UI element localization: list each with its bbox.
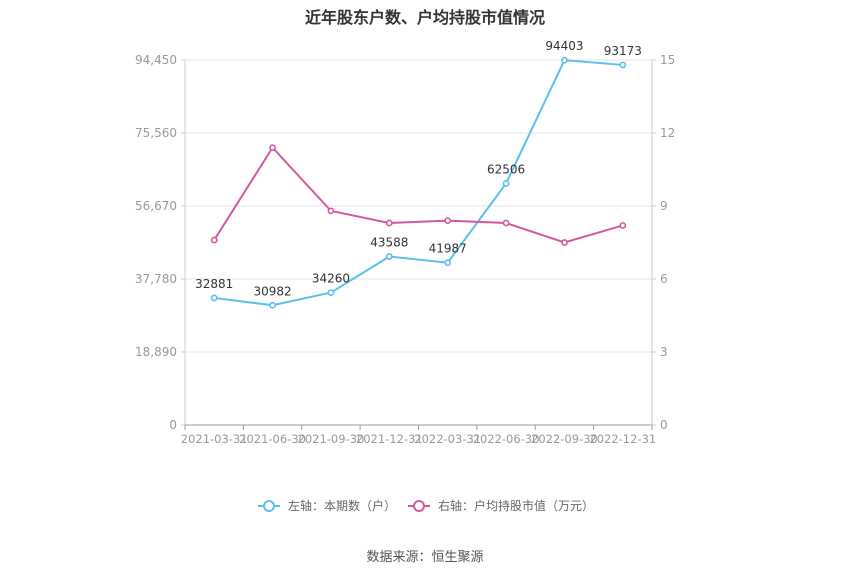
data-point bbox=[502, 180, 510, 187]
x-axis-tick-label: 2022-12-31 bbox=[589, 432, 656, 446]
data-point bbox=[561, 56, 568, 64]
right-axis-tick-label: 12 bbox=[660, 126, 675, 140]
right-axis-tick-label: 9 bbox=[660, 199, 668, 213]
data-point bbox=[210, 294, 218, 302]
x-axis-tick-label: 2021-12-31 bbox=[356, 432, 423, 446]
left-axis-tick-label: 75,560 bbox=[135, 126, 177, 140]
right-axis-tick-label: 3 bbox=[660, 345, 668, 359]
data-point bbox=[385, 219, 393, 227]
data-point bbox=[561, 239, 568, 246]
data-point bbox=[210, 236, 218, 244]
data-point bbox=[327, 289, 335, 297]
data-label: 30982 bbox=[253, 284, 291, 298]
data-point bbox=[444, 217, 452, 224]
series-layer bbox=[210, 56, 627, 309]
data-label: 93173 bbox=[604, 44, 642, 58]
left-axis-tick-label: 56,670 bbox=[135, 199, 177, 213]
data-point bbox=[444, 259, 452, 267]
grid-lines bbox=[185, 59, 652, 353]
data-point bbox=[269, 301, 276, 309]
right-axis-tick-label: 15 bbox=[660, 53, 675, 67]
data-label: 62506 bbox=[487, 162, 525, 176]
x-axis-tick-label: 2022-03-31 bbox=[414, 432, 481, 446]
left-axis-tick-label: 37,780 bbox=[135, 272, 177, 286]
data-point bbox=[385, 253, 393, 260]
data-label: 43588 bbox=[370, 236, 408, 250]
legend-label: 左轴：本期数（户） bbox=[288, 498, 396, 513]
data-label: 41987 bbox=[429, 242, 467, 256]
x-axis-tick-label: 2022-09-30 bbox=[531, 432, 598, 446]
source-note: 数据来源：恒生聚源 bbox=[366, 550, 484, 565]
series-line bbox=[213, 145, 624, 244]
legend-marker bbox=[263, 500, 275, 512]
series-line bbox=[214, 59, 623, 307]
legend-marker bbox=[413, 500, 425, 512]
left-axis-tick-label: 18,890 bbox=[135, 345, 177, 359]
left-axis-tick-label: 0 bbox=[169, 418, 177, 432]
data-label: 32881 bbox=[195, 277, 233, 291]
left-axis-tick-label: 94,450 bbox=[135, 53, 177, 67]
legend-item[interactable]: 右轴：户均持股市值（万元） bbox=[408, 498, 594, 513]
x-axis-tick-label: 2021-06-30 bbox=[239, 432, 306, 446]
legend[interactable]: 左轴：本期数（户） 右轴：户均持股市值（万元） bbox=[258, 498, 594, 513]
data-point bbox=[619, 222, 627, 229]
data-point bbox=[327, 207, 335, 215]
data-point bbox=[619, 61, 627, 69]
x-axis-tick-label: 2022-06-30 bbox=[473, 432, 540, 446]
chart-title: 近年股东户数、户均持股市值情况 bbox=[304, 8, 545, 27]
legend-label: 右轴：户均持股市值（万元） bbox=[438, 498, 594, 513]
x-axis-tick-label: 2021-09-30 bbox=[298, 432, 365, 446]
data-point bbox=[269, 144, 276, 151]
data-label: 94403 bbox=[545, 39, 583, 53]
legend-item[interactable]: 左轴：本期数（户） bbox=[258, 498, 396, 513]
data-labels: 32881 30982 34260 43588 41987 62506 94403 93173 bbox=[195, 39, 642, 298]
x-axis-tick-label: 2021-03-31 bbox=[181, 432, 248, 446]
right-axis-tick-label: 0 bbox=[660, 418, 668, 432]
data-label: 34260 bbox=[312, 272, 350, 286]
axes: 0 0 18,890 3 37,780 6 56,670 9 75,560 12 94,450 15 2… bbox=[135, 53, 675, 446]
right-axis-tick-label: 6 bbox=[660, 272, 668, 286]
data-point bbox=[502, 219, 510, 227]
